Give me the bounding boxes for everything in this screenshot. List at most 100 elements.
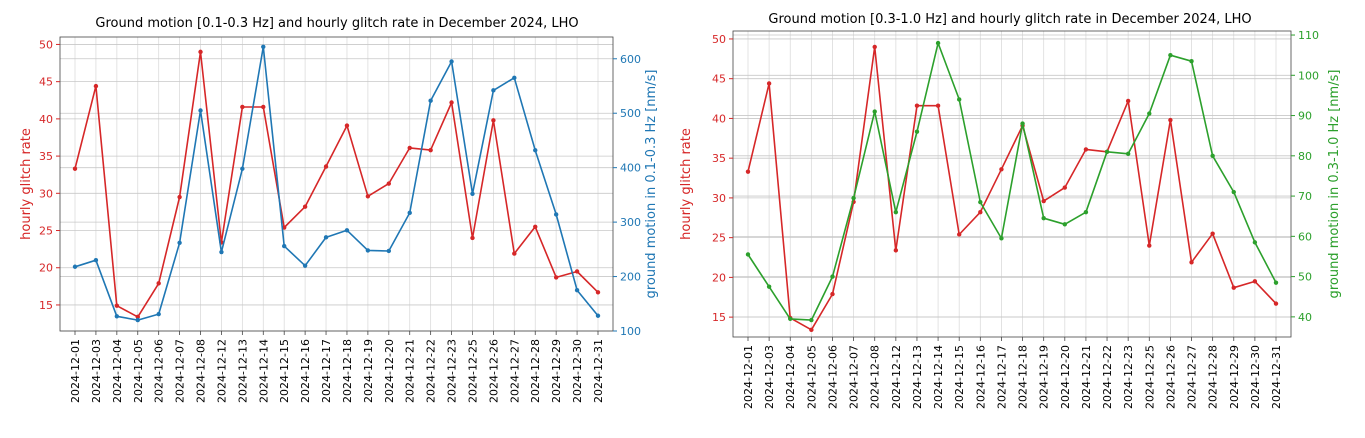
ground-motion-point bbox=[1252, 240, 1258, 245]
ground-motion-point bbox=[449, 59, 454, 64]
glitch-rate-point bbox=[1125, 98, 1131, 104]
y-tick-label-right: 200 bbox=[620, 271, 641, 284]
y-tick-label-left: 25 bbox=[712, 232, 726, 245]
y-tick-label-left: 15 bbox=[712, 311, 726, 324]
chart-left: Ground motion [0.1-0.3 Hz] and hourly gl… bbox=[19, 16, 659, 403]
y-tick-label-left: 45 bbox=[39, 76, 53, 89]
ground-motion-point bbox=[344, 228, 350, 233]
x-tick-label: 2024-12-03 bbox=[763, 345, 776, 409]
glitch-rate-point bbox=[512, 251, 517, 256]
glitch-rate-line bbox=[747, 46, 1277, 331]
x-tick-label: 2024-12-20 bbox=[1059, 345, 1072, 409]
x-tick-label: 2024-12-13 bbox=[236, 339, 249, 403]
x-tick-label: 2024-12-04 bbox=[111, 339, 124, 403]
ground-motion-point bbox=[1189, 58, 1194, 64]
ground-motion-point bbox=[156, 311, 161, 317]
glitch-rate-point bbox=[1273, 301, 1279, 306]
ground-motion-point bbox=[595, 313, 601, 318]
ground-motion-line bbox=[74, 45, 599, 321]
ground-motion-point bbox=[282, 243, 287, 249]
y-tick-label-left: 40 bbox=[39, 113, 53, 126]
y-tick-label-left: 35 bbox=[39, 150, 53, 163]
x-tick-label: 2024-12-15 bbox=[953, 345, 966, 409]
ground-motion-point bbox=[470, 191, 475, 196]
x-tick-label: 2024-12-06 bbox=[153, 339, 166, 403]
ground-motion-point bbox=[323, 235, 329, 240]
y-tick-label-right: 110 bbox=[1298, 29, 1319, 42]
glitch-rate-point bbox=[1252, 279, 1258, 284]
ground-motion-point bbox=[1168, 52, 1173, 58]
y-tick-label-left: 30 bbox=[712, 192, 726, 205]
glitch-rate-point bbox=[344, 123, 350, 128]
y-tick-label-left: 20 bbox=[39, 262, 53, 275]
glitch-rate-point bbox=[935, 103, 941, 108]
ground-motion-point bbox=[1041, 216, 1046, 221]
y-tick-label-left: 40 bbox=[712, 112, 726, 125]
ground-motion-point bbox=[851, 195, 856, 201]
ground-motion-point bbox=[1273, 280, 1279, 285]
x-tick-label: 2024-12-23 bbox=[446, 339, 459, 403]
ground-motion-point bbox=[1210, 153, 1215, 159]
glitch-rate-point bbox=[407, 145, 412, 151]
chart-title: Ground motion [0.1-0.3 Hz] and hourly gl… bbox=[95, 16, 578, 31]
x-tick-label: 2024-12-05 bbox=[132, 339, 145, 403]
glitch-rate-point bbox=[830, 291, 835, 297]
plot-frame bbox=[59, 36, 614, 332]
ground-motion-point bbox=[766, 284, 772, 289]
ground-motion-point bbox=[365, 248, 371, 253]
ground-motion-point bbox=[302, 263, 308, 268]
ground-motion-point bbox=[1104, 149, 1110, 154]
glitch-rate-point bbox=[491, 118, 496, 123]
glitch-rate-point bbox=[156, 281, 161, 286]
plot-frame bbox=[732, 30, 1292, 338]
glitch-rate-point bbox=[449, 100, 454, 105]
x-tick-label: 2024-12-01 bbox=[742, 345, 755, 409]
x-tick-label: 2024-12-07 bbox=[174, 339, 187, 403]
y-tick-label-left: 45 bbox=[712, 73, 726, 86]
y-axis-label-right: ground motion in 0.3-1.0 Hz [nm/s] bbox=[1327, 70, 1342, 299]
glitch-rate-point bbox=[470, 235, 475, 241]
y-tick-label-right: 100 bbox=[1298, 69, 1319, 82]
glitch-rate-point bbox=[386, 181, 391, 186]
x-tick-label: 2024-12-27 bbox=[508, 339, 521, 403]
ground-motion-point bbox=[261, 44, 266, 49]
chart-title: Ground motion [0.3-1.0 Hz] and hourly gl… bbox=[768, 12, 1251, 27]
y-tick-label-left: 50 bbox=[39, 38, 53, 51]
glitch-rate-point bbox=[999, 167, 1004, 172]
x-tick-label: 2024-12-25 bbox=[1143, 345, 1156, 409]
ground-motion-point bbox=[893, 209, 899, 215]
glitch-rate-point bbox=[533, 224, 538, 229]
ground-motion-point bbox=[491, 88, 496, 93]
glitch-rate-point bbox=[323, 164, 329, 169]
y-axis-label-right: ground motion in 0.1-0.3 Hz [nm/s] bbox=[644, 70, 659, 299]
x-tick-label: 2024-12-03 bbox=[90, 339, 103, 403]
glitch-rate-point bbox=[1041, 198, 1046, 204]
y-tick-label-left: 30 bbox=[39, 187, 53, 200]
glitch-rate-point bbox=[72, 166, 78, 171]
glitch-rate-point bbox=[914, 103, 920, 108]
glitch-rate-point bbox=[177, 194, 182, 200]
x-tick-label: 2024-12-14 bbox=[932, 345, 945, 409]
glitch-rate-point bbox=[957, 232, 962, 237]
glitch-rate-point bbox=[809, 327, 814, 333]
ground-motion-point bbox=[999, 236, 1004, 241]
x-tick-label: 2024-12-06 bbox=[826, 345, 839, 409]
x-tick-label: 2024-12-23 bbox=[1122, 345, 1135, 409]
ground-motion-point bbox=[428, 98, 433, 103]
x-tick-label: 2024-12-08 bbox=[195, 339, 208, 403]
ground-motion-point bbox=[1062, 222, 1068, 227]
x-tick-label: 2024-12-22 bbox=[1101, 345, 1114, 409]
glitch-rate-point bbox=[872, 44, 877, 50]
glitch-rate-point bbox=[1168, 117, 1173, 123]
glitch-rate-line bbox=[74, 51, 599, 318]
glitch-rate-point bbox=[893, 248, 899, 253]
glitch-rate-point bbox=[1147, 243, 1152, 248]
ground-motion-point bbox=[533, 148, 538, 153]
y-tick-label-right: 60 bbox=[1298, 230, 1312, 243]
glitch-rate-point bbox=[261, 104, 266, 110]
ground-motion-point bbox=[978, 199, 983, 205]
x-tick-label: 2024-12-18 bbox=[341, 339, 354, 403]
glitch-rate-point bbox=[574, 269, 580, 274]
x-tick-label: 2024-12-01 bbox=[69, 339, 82, 403]
x-tick-label: 2024-12-31 bbox=[592, 339, 605, 403]
